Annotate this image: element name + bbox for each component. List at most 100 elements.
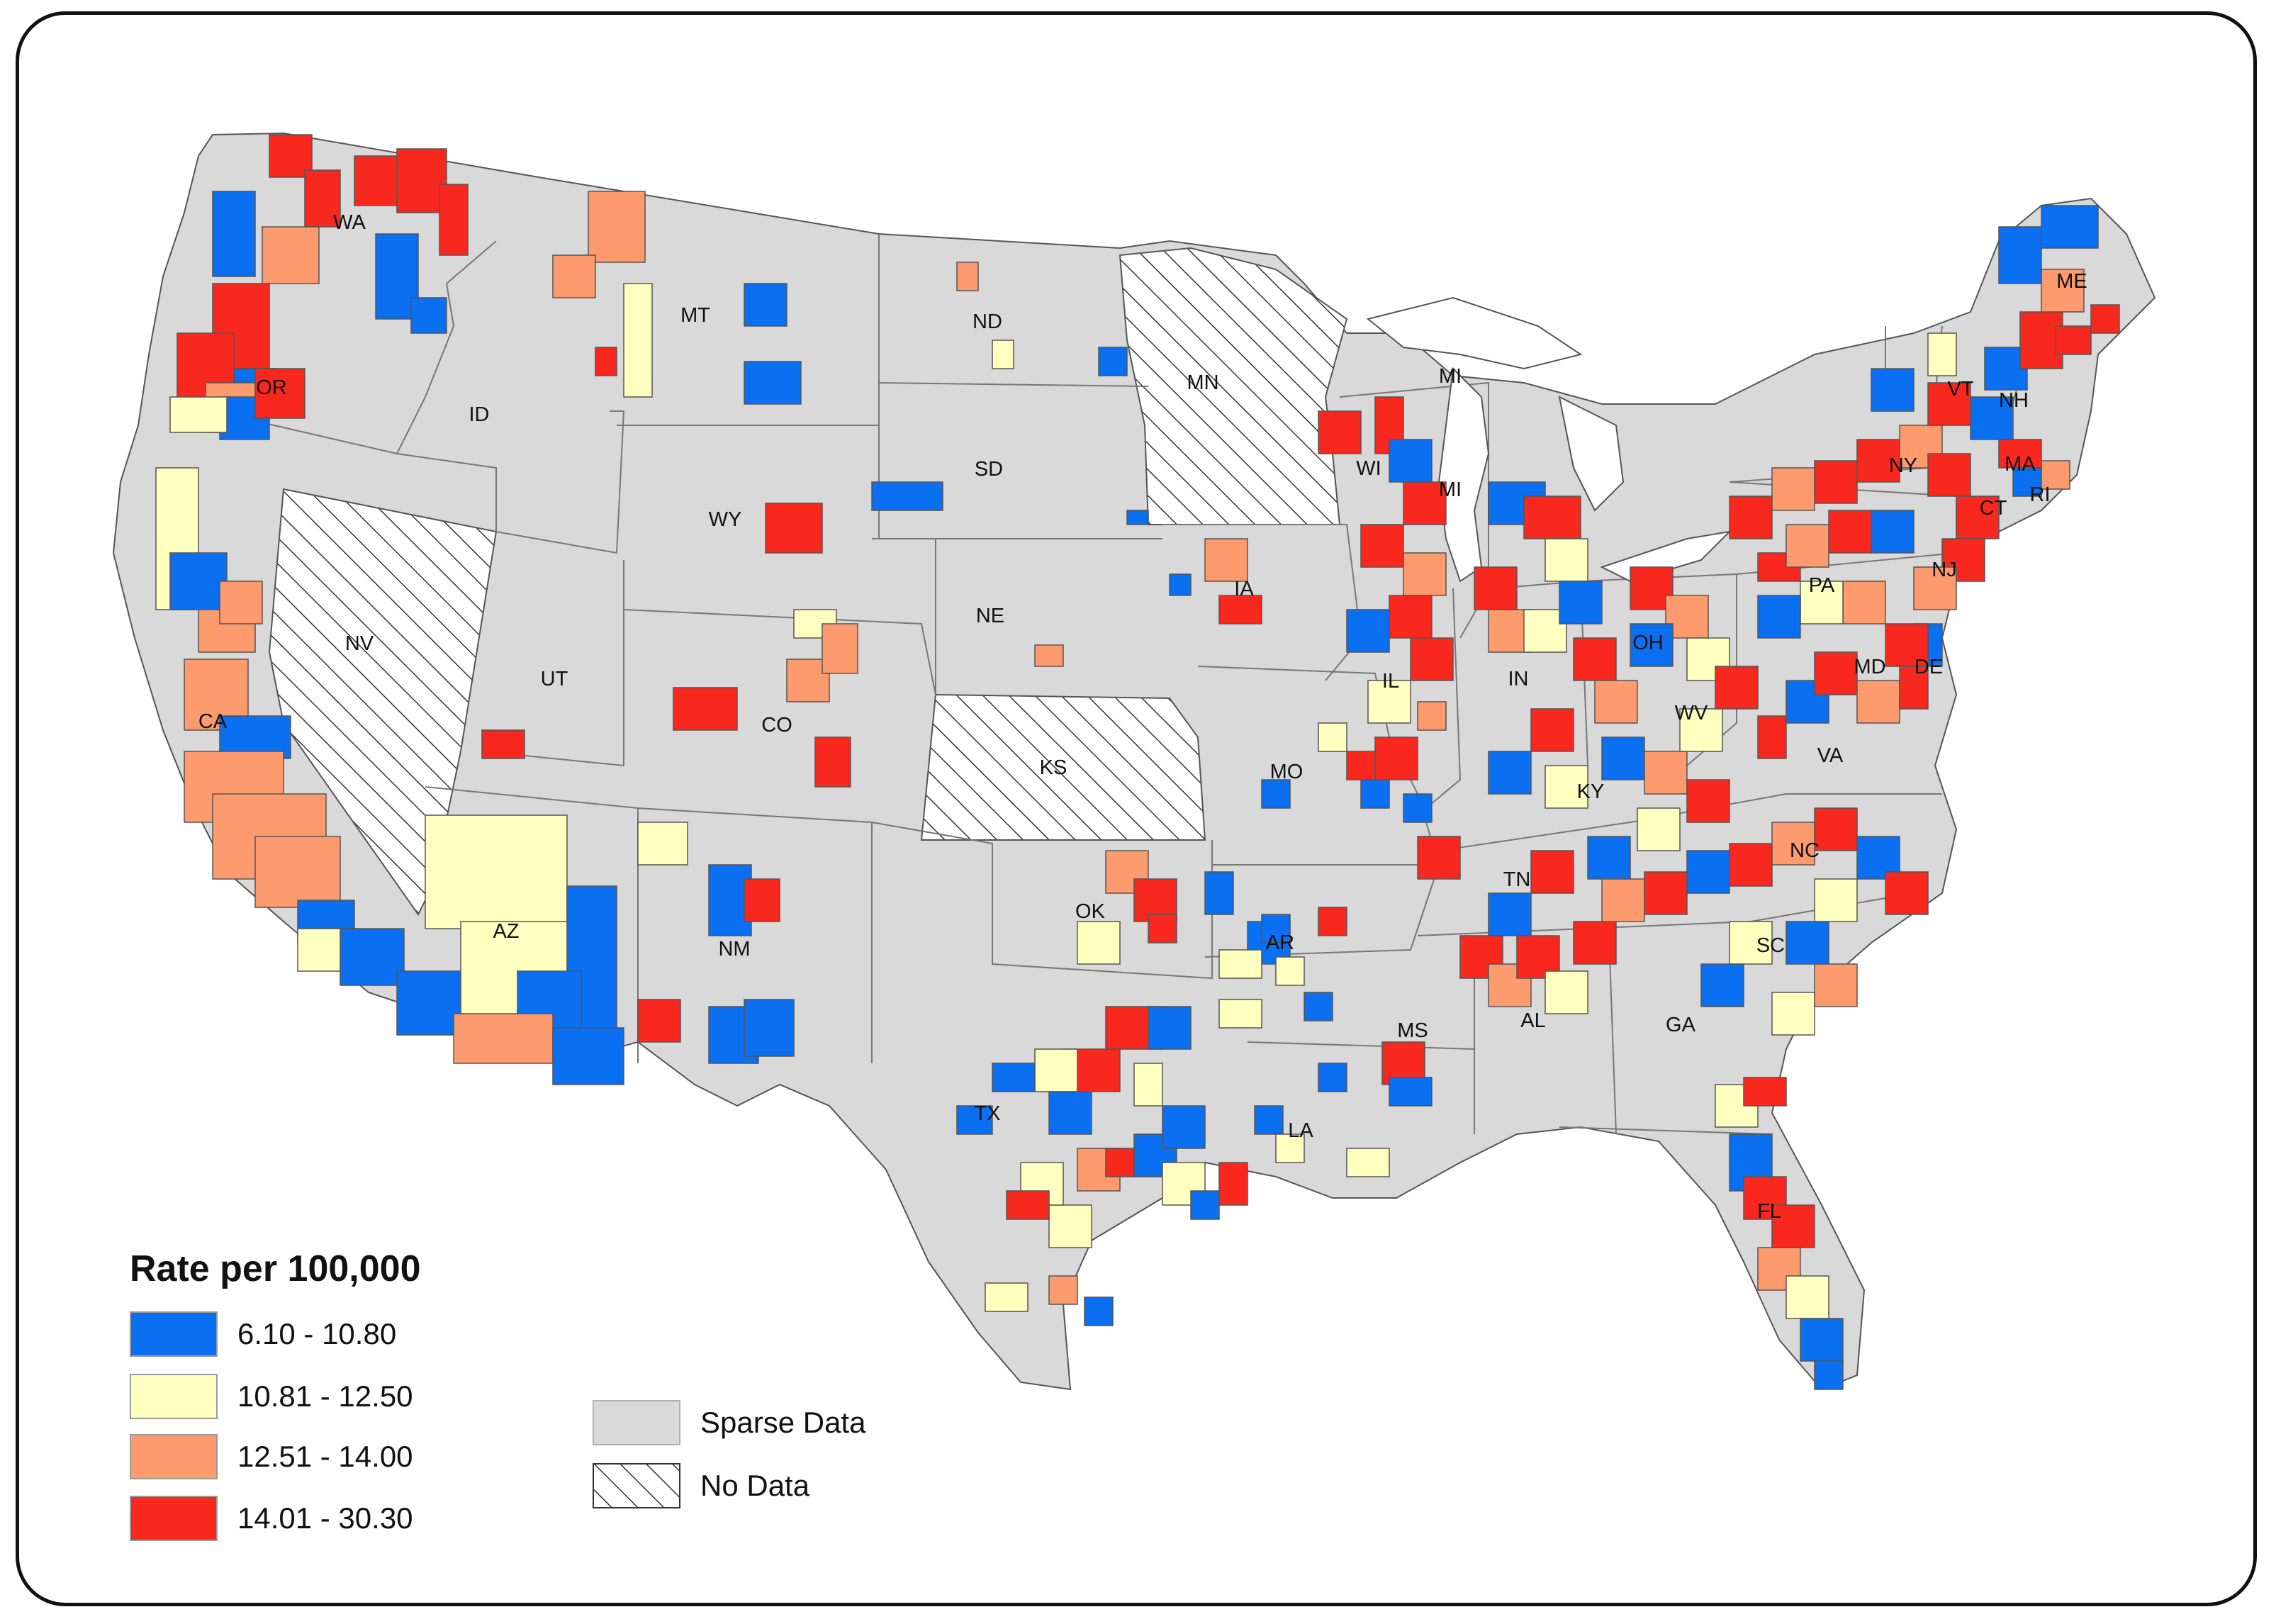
county-cluster: [1474, 566, 1518, 610]
county-cluster: [1077, 921, 1121, 965]
legend-sparse: Sparse Data: [593, 1400, 865, 1445]
state-label-nc: NC: [1790, 839, 1820, 862]
county-cluster: [1757, 595, 1801, 639]
county-cluster: [1318, 410, 1362, 454]
legend-swatch-4: [130, 1496, 218, 1541]
county-cluster: [1346, 1148, 1390, 1177]
county-cluster: [956, 262, 979, 291]
county-cluster: [595, 347, 617, 376]
county-cluster: [1304, 992, 1333, 1021]
county-cluster: [1523, 495, 1581, 539]
county-cluster: [1899, 666, 1929, 710]
kansas-no-data: [920, 693, 1206, 841]
county-cluster: [744, 361, 802, 405]
county-cluster: [1630, 623, 1674, 667]
state-label-id: ID: [469, 403, 490, 426]
county-cluster: [1403, 552, 1447, 596]
state-label-ok: OK: [1075, 900, 1106, 923]
county-cluster: [637, 999, 681, 1043]
county-cluster: [1814, 963, 1858, 1007]
state-label-ms: MS: [1397, 1019, 1428, 1042]
county-cluster: [1700, 963, 1744, 1007]
legend-swatch-2: [130, 1374, 218, 1419]
county-cluster: [1757, 715, 1787, 759]
state-label-nm: NM: [718, 938, 750, 961]
state-label-ct: CT: [1980, 497, 2007, 520]
county-cluster: [1545, 970, 1588, 1014]
nodata-label: No Data: [700, 1469, 810, 1502]
county-cluster: [822, 623, 858, 674]
county-cluster: [169, 552, 228, 610]
county-cluster: [1218, 1162, 1248, 1206]
county-cluster: [1516, 935, 1560, 979]
county-cluster: [1048, 1275, 1078, 1305]
minnesota-no-data: [1119, 247, 1348, 525]
state-label-ky: KY: [1577, 780, 1605, 803]
state-label-ga: GA: [1666, 1014, 1696, 1036]
state-label-mo: MO: [1270, 761, 1304, 783]
county-cluster: [1814, 651, 1858, 695]
county-cluster: [425, 814, 568, 929]
county-cluster: [1686, 850, 1730, 894]
county-cluster: [1133, 1063, 1163, 1107]
county-cluster: [2055, 325, 2092, 355]
county-cluster: [439, 184, 469, 256]
county-cluster: [1084, 1297, 1114, 1326]
legend-swatch-1: [130, 1311, 218, 1357]
state-label-al: AL: [1520, 1009, 1545, 1032]
county-cluster: [219, 581, 263, 625]
county-cluster: [1318, 907, 1347, 936]
county-cluster: [1403, 481, 1447, 525]
county-cluster: [1856, 680, 1900, 724]
county-cluster: [1218, 999, 1262, 1029]
county-cluster: [1374, 737, 1418, 780]
state-label-va: VA: [1817, 744, 1844, 767]
county-cluster: [1162, 1162, 1206, 1206]
county-cluster: [1729, 921, 1773, 965]
county-cluster: [1771, 992, 1815, 1036]
county-cluster: [1545, 538, 1588, 582]
county-cluster: [1729, 843, 1773, 887]
county-cluster: [1601, 737, 1645, 780]
county-cluster: [1913, 566, 1957, 610]
county-cluster: [1318, 1063, 1347, 1092]
county-cluster: [517, 970, 582, 1029]
county-cluster: [1204, 871, 1234, 915]
state-label-co: CO: [761, 714, 792, 737]
county-fills: [155, 134, 2120, 1390]
state-label-ri: RI: [2030, 483, 2051, 506]
legend-class-2: 10.81 - 12.50: [130, 1374, 413, 1419]
legend-class-1: 6.10 - 10.80: [130, 1311, 396, 1357]
state-label-sd: SD: [975, 458, 1003, 481]
state-label-pa: PA: [1809, 574, 1835, 597]
county-cluster: [623, 283, 653, 398]
state-label-mt: MT: [680, 304, 710, 327]
county-cluster: [254, 836, 341, 908]
county-cluster: [1771, 1204, 1815, 1248]
county-cluster: [1559, 581, 1603, 625]
county-cluster: [169, 396, 228, 433]
sparse-swatch: [593, 1400, 680, 1445]
county-cluster: [1530, 850, 1574, 894]
county-cluster: [1743, 1077, 1787, 1107]
county-cluster: [1800, 581, 1844, 625]
county-cluster: [1169, 573, 1192, 596]
county-cluster: [481, 729, 525, 759]
county-cluster: [1786, 524, 1829, 568]
state-label-oh: OH: [1632, 632, 1664, 654]
state-label-fl: FL: [1757, 1200, 1781, 1223]
legend-label-1: 6.10 - 10.80: [237, 1317, 397, 1350]
county-cluster: [1488, 892, 1532, 936]
county-cluster: [1417, 701, 1447, 731]
legend-class-4: 14.01 - 30.30: [130, 1496, 413, 1541]
county-cluster: [254, 368, 305, 419]
county-cluster: [744, 999, 795, 1057]
county-cluster: [1814, 460, 1858, 504]
county-cluster: [1488, 751, 1532, 795]
state-label-il: IL: [1382, 670, 1399, 693]
county-cluster: [1105, 1148, 1135, 1177]
county-cluster: [262, 226, 320, 284]
state-label-wv: WV: [1675, 702, 1708, 724]
county-cluster: [1786, 1275, 1829, 1319]
